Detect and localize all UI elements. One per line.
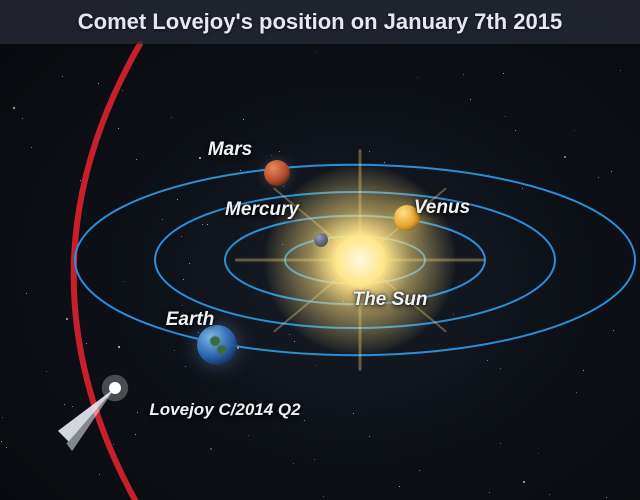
planet-mars	[264, 160, 290, 186]
orbits-svg	[0, 0, 640, 500]
solar-system-diagram: Comet Lovejoy's position on January 7th …	[0, 0, 640, 500]
diagram-title: Comet Lovejoy's position on January 7th …	[78, 9, 562, 35]
label-sun: The Sun	[353, 289, 428, 311]
title-bar: Comet Lovejoy's position on January 7th …	[0, 0, 640, 44]
label-mercury: Mercury	[225, 199, 299, 221]
label-mars: Mars	[208, 139, 252, 161]
label-venus: Venus	[414, 197, 470, 219]
label-comet: Lovejoy C/2014 Q2	[149, 400, 300, 420]
planet-earth	[197, 325, 237, 365]
comet-head	[109, 382, 121, 394]
label-earth: Earth	[166, 309, 215, 331]
planet-mercury	[314, 233, 328, 247]
